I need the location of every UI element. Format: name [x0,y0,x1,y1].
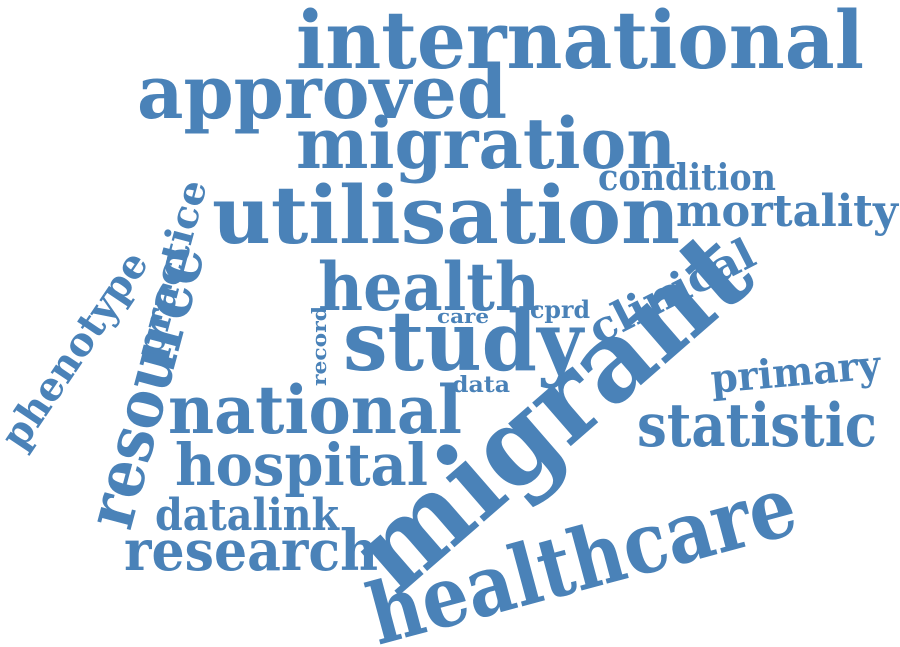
word-condition: condition [598,157,776,199]
word-mortality: mortality [676,186,899,237]
word-datalink: datalink [155,490,340,541]
word-cprd: cprd [530,295,590,324]
word-data: data [452,372,510,398]
word-health: health [318,248,540,326]
word-international: international [296,0,864,87]
word-approved: approved [137,50,507,136]
word-statistic: statistic [637,391,877,461]
word-record: record [307,306,331,386]
word-utilisation: utilisation [212,168,680,262]
word-care: care [437,304,489,328]
word-hospital: hospital [175,431,428,499]
word-study: study [343,294,585,390]
word-migration: migration [296,102,676,185]
word-research: research [124,518,378,584]
word-national: national [168,371,462,449]
